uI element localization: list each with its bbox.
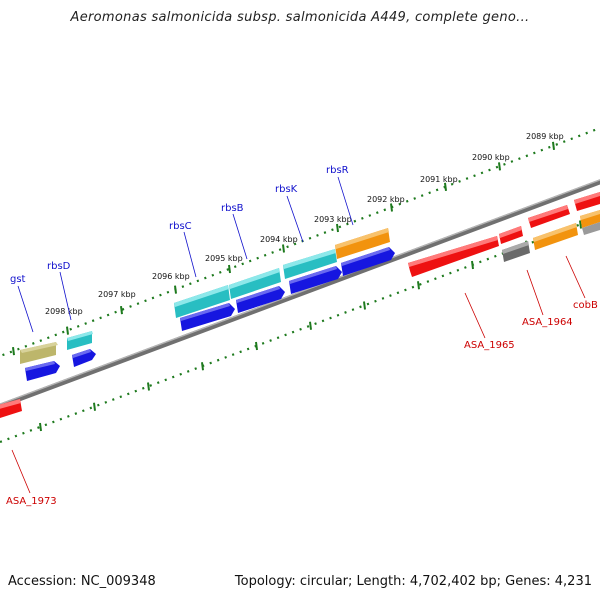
outer-tick-4	[228, 264, 231, 274]
tick-label-2098: 2098 kbp	[45, 307, 83, 316]
gene-blue-1[interactable]	[25, 361, 60, 381]
gene-blue-6[interactable]	[341, 247, 395, 276]
page-title: Aeromonas salmonicida subsp. salmonicida…	[70, 10, 530, 25]
gene-red-small-a[interactable]	[499, 226, 523, 244]
tick-label-2089: 2089 kbp	[526, 132, 564, 141]
inner-tick-10	[579, 220, 582, 229]
label-rbsK: rbsK	[275, 184, 298, 195]
inner-tick-0	[39, 422, 42, 432]
tick-label-2096: 2096 kbp	[152, 272, 190, 281]
forward-strand-features	[20, 228, 390, 364]
label-rbsC: rbsC	[169, 221, 192, 232]
inner-scale-ticks	[39, 220, 582, 432]
outer-tick-6	[336, 223, 339, 233]
outer-tick-1	[66, 326, 69, 335]
outer-scale-track	[0, 126, 600, 358]
outer-tick-10	[552, 141, 555, 150]
inner-scale-track	[0, 215, 600, 444]
outer-tick-8	[444, 182, 447, 192]
gene-rbsC[interactable]	[174, 285, 230, 318]
label-gst: gst	[10, 274, 26, 285]
gene-ASA_1964[interactable]	[502, 241, 530, 262]
inner-tick-1	[93, 402, 96, 411]
reverse-strand-features-upper	[25, 247, 395, 381]
label-ASA_1973: ASA_1973	[6, 496, 57, 507]
tick-label-2093: 2093 kbp	[314, 215, 352, 224]
gene-gray-right[interactable]	[582, 222, 600, 235]
inner-tick-8	[471, 260, 474, 270]
outer-tick-3	[174, 285, 177, 294]
gene-rbsK[interactable]	[283, 249, 337, 279]
label-rbsD: rbsD	[47, 261, 71, 272]
gene-red-right-b[interactable]	[574, 192, 600, 211]
gene-labels-bottom: ASA_1973 ASA_1965 ASA_1964 cobB	[6, 300, 598, 507]
tick-label-2090: 2090 kbp	[472, 153, 510, 162]
inner-tick-5	[309, 321, 312, 330]
gene-cobB[interactable]	[533, 223, 578, 250]
outer-tick-7	[390, 203, 393, 212]
inner-tick-2	[147, 382, 150, 391]
outer-tick-2	[120, 305, 123, 315]
tick-label-2091: 2091 kbp	[420, 175, 458, 184]
inner-tick-6	[363, 301, 366, 310]
gene-red-right-a[interactable]	[528, 205, 570, 228]
outer-scale-ticks	[12, 141, 555, 356]
label-leader-lines	[11, 176, 586, 494]
gene-rbsR[interactable]	[335, 228, 390, 259]
inner-tick-7	[417, 281, 420, 290]
label-ASA_1965: ASA_1965	[464, 340, 515, 351]
label-rbsB: rbsB	[221, 203, 244, 214]
gene-blue-4[interactable]	[236, 286, 285, 313]
gene-ASA_1965[interactable]	[408, 236, 499, 277]
label-cobB: cobB	[573, 300, 598, 311]
backbone	[0, 179, 600, 409]
genome-summary: Topology: circular; Length: 4,702,402 bp…	[234, 574, 592, 589]
gene-ASA_1973[interactable]	[0, 399, 22, 418]
accession-label: Accession: NC_009348	[8, 574, 156, 589]
outer-tick-9	[498, 162, 501, 171]
inner-tick-4	[255, 341, 258, 351]
gene-blue-2[interactable]	[72, 349, 96, 367]
inner-tick-3	[201, 362, 204, 371]
label-rbsR: rbsR	[326, 165, 349, 176]
gene-rbsD[interactable]	[67, 331, 93, 350]
outer-tick-5	[282, 244, 285, 253]
lower-strand-features	[0, 192, 600, 418]
gene-gst[interactable]	[20, 342, 58, 364]
gene-rbsB[interactable]	[229, 268, 281, 299]
gene-orange-right[interactable]	[580, 210, 600, 228]
tick-label-2095: 2095 kbp	[205, 254, 243, 263]
tick-label-2094: 2094 kbp	[260, 235, 298, 244]
tick-label-2097: 2097 kbp	[98, 290, 136, 299]
tick-labels: 2089 kbp 2090 kbp 2091 kbp 2092 kbp 2093…	[45, 132, 564, 316]
gene-blue-5[interactable]	[289, 266, 342, 294]
outer-tick-0	[12, 347, 15, 356]
tick-label-2092: 2092 kbp	[367, 195, 405, 204]
label-ASA_1964: ASA_1964	[522, 317, 573, 328]
gene-labels-top: gst rbsD rbsC rbsB rbsK rbsR	[10, 165, 349, 285]
gene-blue-3[interactable]	[180, 303, 235, 331]
